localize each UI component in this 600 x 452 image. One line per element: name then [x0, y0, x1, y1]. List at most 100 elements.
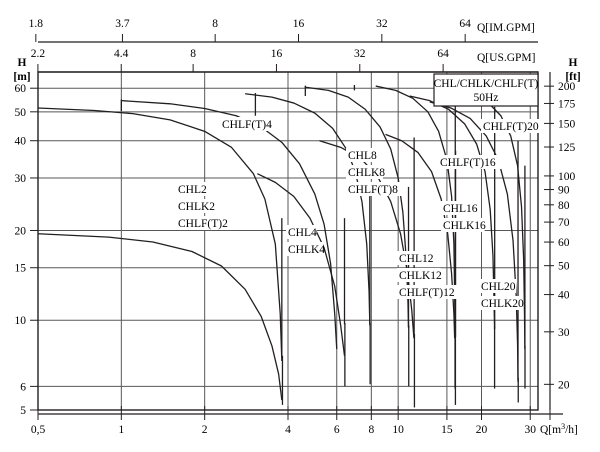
- curve-chlf-t-16: [385, 133, 456, 339]
- axis-right-title-group: H [ft]: [565, 57, 580, 83]
- curve-label-text: CHLK12: [399, 270, 442, 282]
- curve-chlf-t-2: [37, 107, 283, 362]
- axis-tick-label-h-m: 6: [20, 381, 26, 393]
- curve-label-text: CHLK2: [178, 201, 215, 213]
- curve-label-text: CHLF(T)16: [440, 157, 496, 169]
- axis-top-im-gpm: 1.8 3.7 8 16 32 64 Q[IM.GPM]: [29, 18, 538, 43]
- axis-tick-label-h-ft: 200: [558, 81, 576, 93]
- curve-label-text: CHLK16: [443, 220, 486, 232]
- axis-tick-label-q: 20: [476, 424, 488, 436]
- axis-ticks-h-ft: [544, 85, 554, 385]
- curve-label-bg: [479, 279, 516, 293]
- axis-tick-label-h-ft: 90: [558, 185, 570, 197]
- axis-tick-label-h-ft: 20: [558, 379, 570, 391]
- axis-title-h-right: H: [569, 57, 578, 69]
- axis-tick-label-h-ft: 40: [558, 290, 570, 302]
- axis-tick-label-h-ft: 30: [558, 327, 570, 339]
- axis-tick-label-h-ft: 50: [558, 261, 570, 273]
- axis-tick-label-us-gpm: 32: [354, 48, 366, 60]
- axis-tick-label-h-ft: 70: [558, 217, 570, 229]
- axis-title-q-text: Q[m: [540, 424, 561, 436]
- axis-ticks-im-gpm: [35, 34, 466, 42]
- curve-chl4-mid: [257, 173, 346, 356]
- axis-ticks-h-m: [30, 87, 38, 411]
- curve-label-bg: [481, 119, 545, 133]
- curve-chlf-t-20: [429, 101, 519, 383]
- curve-label-text: CHL4: [288, 227, 317, 239]
- curve-label-bg: [346, 165, 383, 179]
- curve-label-bg: [176, 182, 207, 196]
- curve-label-bg: [397, 285, 461, 299]
- curve-label-text: CHLF(T)12: [399, 287, 455, 299]
- axis-tick-labels-us-gpm: 2.2 4.4 8 16 32 64: [31, 48, 449, 60]
- curve-label-bg: [397, 268, 441, 282]
- curve-label-chlf-t-16: CHLF(T)16: [438, 155, 502, 169]
- curve-label-text: CHL8: [348, 150, 377, 162]
- axis-tick-labels-im-gpm: 1.8 3.7 8 16 32 64: [29, 18, 472, 30]
- axis-tick-label-h-m: 60: [15, 83, 27, 95]
- axis-tick-label-q: 1: [118, 424, 124, 436]
- axis-tick-label-im-gpm: 16: [293, 18, 305, 30]
- curve-chl16: [375, 85, 456, 330]
- axis-tick-label-h-m: 30: [15, 173, 27, 185]
- axis-tick-label-h-ft: 80: [558, 200, 570, 212]
- curve-label-chlf-t-20: CHLF(T)20: [481, 119, 545, 133]
- axis-tick-labels-h-ft: 200 175 150 125 100 90 80 70 60 50 40 30 20: [558, 81, 576, 391]
- curve-label-text: CHLF(T)20: [483, 121, 539, 133]
- axis-tick-label-im-gpm: 3.7: [115, 18, 130, 30]
- axis-tick-label-q: 10: [392, 424, 404, 436]
- curve-label-bg: [346, 148, 377, 162]
- axis-tick-label-h-ft: 150: [558, 118, 576, 130]
- curve-label-text: CHL12: [399, 253, 434, 265]
- axis-title-q: Q[m3/h]: [540, 422, 578, 436]
- axis-tick-label-h-m: 50: [15, 107, 27, 119]
- axis-tick-label-q: 8: [368, 424, 374, 436]
- axis-tick-label-h-ft: 100: [558, 171, 576, 183]
- axis-tick-label-im-gpm: 64: [459, 18, 471, 30]
- axis-tick-label-h-ft: 175: [558, 98, 576, 110]
- title-line-1: CHL/CHLK/CHLF(T): [434, 78, 539, 90]
- axis-tick-label-im-gpm: 32: [376, 18, 388, 30]
- curve-label-bg: [346, 182, 403, 196]
- axis-title-im-gpm: Q[IM.GPM]: [477, 22, 535, 34]
- axis-tick-label-q: 15: [441, 424, 453, 436]
- axis-unit-m-left: [m]: [13, 71, 30, 83]
- axis-tick-label-h-m: 5: [20, 405, 26, 417]
- curve-label-chlf-t-4: CHLF(T)4: [220, 117, 277, 131]
- curve-label-bg: [438, 155, 502, 169]
- axis-tick-label-h-ft: 125: [558, 142, 576, 154]
- axis-left-title-group: H [m]: [13, 57, 30, 83]
- axis-tick-label-q: 0,5: [31, 424, 46, 436]
- title-box-rect: [433, 73, 539, 107]
- curve-label-bg: [176, 199, 213, 213]
- axis-tick-label-q: 4: [285, 424, 291, 436]
- curve-label-bg: [479, 296, 523, 310]
- curve-label-chl16-group: CHL16 CHLK16: [441, 201, 486, 232]
- curve-label-bg: [220, 117, 277, 131]
- curve-label-bg: [441, 218, 485, 232]
- curve-labels-group: CHLF(T)4CHL2CHLK2CHLF(T)2CHL4CHLK4CHL8CH…: [176, 117, 545, 310]
- axis-tick-label-im-gpm: 8: [212, 18, 218, 30]
- axis-tick-label-h-m: 10: [15, 315, 27, 327]
- axis-tick-label-h-m: 40: [15, 136, 27, 148]
- curve-label-bg: [441, 201, 478, 215]
- curve-label-text: CHLF(T)4: [222, 119, 272, 131]
- axis-ticks-q: [37, 406, 551, 420]
- curve-label-text: CHLK20: [481, 298, 524, 310]
- axis-tick-labels-q: 0,5 1 2 4 6 8 10 15 20 30: [31, 424, 536, 436]
- axis-tick-label-us-gpm: 4.4: [114, 48, 129, 60]
- axis-ticks-us-gpm: [37, 64, 444, 72]
- curve-chl2-lower: [37, 233, 283, 401]
- axis-tick-label-us-gpm: 64: [437, 48, 449, 60]
- curve-label-chl4-group: CHL4 CHLK4: [286, 225, 325, 256]
- axis-bottom-q: 0,5 1 2 4 6 8 10 15 20 30 Q[m3/h]: [31, 406, 578, 436]
- curve-label-bg: [286, 242, 323, 256]
- chart-title-box: CHL/CHLK/CHLF(T) 50Hz: [433, 73, 539, 107]
- vertical-gridlines: [120, 72, 531, 410]
- axis-title-us-gpm: Q[US.GPM]: [477, 52, 535, 64]
- axis-tick-label-h-m: 20: [15, 225, 27, 237]
- axis-tick-label-h-m: 15: [15, 263, 27, 275]
- axis-tick-label-us-gpm: 16: [271, 48, 283, 60]
